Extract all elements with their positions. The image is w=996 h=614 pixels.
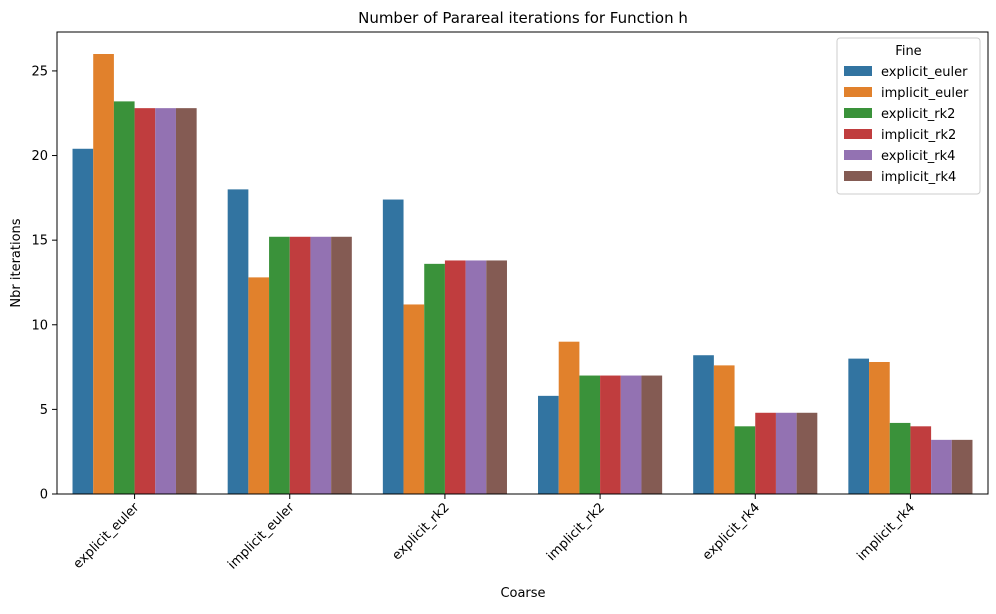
bar-explicit_rk4-implicit_rk4 [931, 439, 952, 494]
y-tick-label: 15 [31, 234, 48, 249]
legend-box [836, 37, 981, 195]
x-tick-label: implicit_rk2 [544, 500, 608, 564]
bar-explicit_euler-implicit_euler [227, 189, 249, 494]
bar-explicit_rk4-implicit_rk2 [620, 375, 642, 494]
bar-explicit_rk2-implicit_euler [269, 236, 290, 494]
bar-explicit_euler-explicit_rk4 [693, 355, 714, 494]
legend: Fine explicit_euler implicit_euler explicit… [836, 37, 981, 195]
y-tick-label: 10 [31, 318, 48, 333]
bar-implicit_euler-implicit_rk2 [558, 341, 580, 494]
bars-layer [72, 54, 973, 495]
bar-explicit_rk2-implicit_rk2 [579, 375, 601, 494]
bar-explicit_rk2-explicit_rk2 [424, 263, 445, 494]
bar-implicit_rk2-explicit_rk2 [444, 260, 466, 494]
bar-explicit_rk4-explicit_euler [155, 108, 176, 495]
bar-implicit_euler-explicit_rk2 [403, 304, 425, 494]
bar-implicit_euler-implicit_rk4 [869, 362, 890, 494]
y-tick-label: 20 [31, 149, 48, 164]
x-tick-label: explicit_rk2 [389, 500, 452, 563]
legend-label-explicit_rk2: explicit_rk2 [881, 107, 955, 122]
legend-label-explicit_euler: explicit_euler [881, 65, 968, 80]
plot-frame [56, 31, 989, 495]
bar-implicit_rk2-implicit_rk2 [600, 375, 621, 494]
bar-implicit_rk4-explicit_rk2 [486, 260, 507, 494]
bar-explicit_rk2-explicit_rk4 [734, 426, 756, 494]
legend-swatch-implicit_rk2 [844, 129, 872, 139]
bar-explicit_rk2-implicit_rk4 [889, 422, 911, 494]
bar-implicit_rk4-implicit_rk4 [951, 439, 973, 494]
y-tick-label: 0 [40, 488, 48, 503]
x-axis-label: Coarse [500, 586, 545, 601]
legend-label-implicit_euler: implicit_euler [881, 86, 969, 101]
legend-label-implicit_rk2: implicit_rk2 [881, 128, 956, 143]
y-tick-label: 5 [40, 403, 48, 418]
bar-implicit_rk2-implicit_euler [289, 236, 311, 494]
bar-explicit_euler-explicit_euler [72, 148, 94, 494]
bar-explicit_rk4-explicit_rk2 [465, 260, 487, 494]
bar-explicit_euler-implicit_rk4 [848, 358, 870, 494]
x-tick-label: implicit_euler [225, 500, 298, 573]
legend-swatch-explicit_rk4 [844, 150, 872, 160]
chart-title: Number of Parareal iterations for Functi… [358, 9, 688, 27]
legend-swatch-explicit_euler [844, 66, 872, 76]
bar-implicit_rk2-explicit_rk4 [755, 412, 776, 494]
bar-explicit_rk2-explicit_euler [113, 101, 135, 494]
bar-implicit_rk4-implicit_euler [331, 236, 352, 494]
y-axis-label: Nbr iterations [9, 218, 24, 307]
bar-implicit_rk4-implicit_rk2 [641, 375, 663, 494]
bar-implicit_euler-explicit_rk4 [713, 365, 735, 494]
legend-swatch-explicit_rk2 [844, 108, 872, 118]
bar-implicit_rk2-implicit_rk4 [910, 426, 932, 494]
legend-label-explicit_rk4: explicit_rk4 [881, 149, 955, 164]
x-tick-label: explicit_euler [71, 500, 143, 572]
bar-implicit_euler-implicit_euler [248, 277, 270, 494]
legend-swatch-implicit_rk4 [844, 171, 872, 181]
bar-implicit_rk4-explicit_euler [175, 108, 197, 495]
bar-explicit_rk4-explicit_rk4 [775, 412, 797, 494]
bar-explicit_euler-implicit_rk2 [538, 395, 559, 494]
bar-implicit_rk4-explicit_rk4 [796, 412, 818, 494]
y-tick-label: 25 [31, 64, 48, 79]
bar-implicit_rk2-explicit_euler [134, 108, 156, 495]
x-tick-label: implicit_rk4 [854, 500, 918, 564]
x-tick-label: explicit_rk4 [700, 500, 763, 563]
legend-swatch-implicit_euler [844, 87, 872, 97]
bar-explicit_euler-explicit_rk2 [382, 199, 404, 495]
legend-title: Fine [895, 44, 921, 59]
legend-label-implicit_rk4: implicit_rk4 [881, 170, 956, 185]
bar-implicit_euler-explicit_euler [93, 54, 114, 494]
bar-explicit_rk4-implicit_euler [310, 236, 332, 494]
